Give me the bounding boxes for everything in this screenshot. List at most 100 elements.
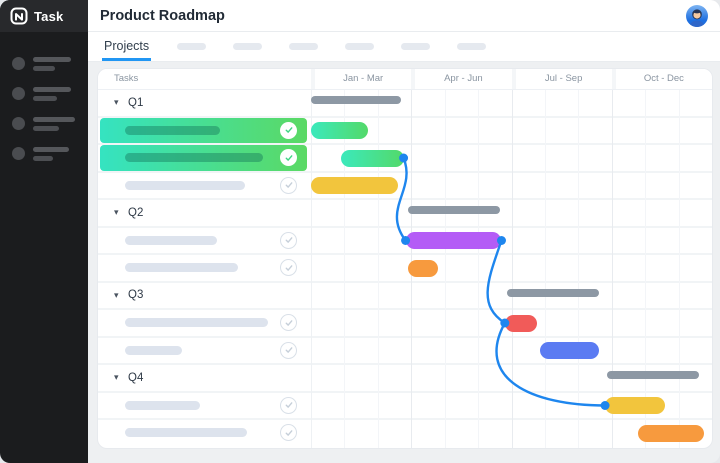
task-title-placeholder: [125, 125, 220, 135]
tab-placeholder-6[interactable]: [457, 43, 487, 50]
check-done-icon[interactable]: [280, 121, 297, 139]
sidebar-item-icon: [12, 147, 25, 160]
group-label: Q4: [128, 371, 144, 384]
check-done-icon[interactable]: [280, 149, 297, 167]
gantt-bar-blue[interactable]: [539, 342, 600, 359]
task-row-2[interactable]: [100, 145, 307, 171]
gantt-bar-red[interactable]: [504, 314, 537, 332]
sidebar-item-2[interactable]: [0, 78, 88, 108]
row-divider: [98, 115, 712, 118]
check-todo-icon[interactable]: [280, 259, 297, 277]
collapse-caret-icon[interactable]: ▾: [114, 207, 119, 218]
tab-placeholder-1[interactable]: [177, 43, 207, 50]
check-todo-icon[interactable]: [280, 424, 297, 442]
dependency-handle-dot[interactable]: [496, 236, 506, 245]
check-todo-icon[interactable]: [280, 341, 297, 359]
gantt-bar-yellow[interactable]: [311, 177, 398, 194]
group-row-q2[interactable]: ▾ Q2: [100, 200, 307, 226]
sidebar-item-icon: [12, 117, 25, 130]
task-title-placeholder: [125, 318, 268, 328]
app-logo[interactable]: Task: [0, 0, 88, 32]
task-row-7[interactable]: [100, 337, 307, 363]
group-row-q3[interactable]: ▾ Q3: [100, 282, 307, 308]
task-row-6[interactable]: [100, 310, 307, 336]
tab-placeholder-4[interactable]: [345, 43, 375, 50]
check-todo-icon[interactable]: [280, 231, 297, 249]
tab-projects[interactable]: Projects: [102, 32, 152, 61]
gantt-bar-orange[interactable]: [638, 424, 704, 442]
task-row-1[interactable]: [100, 117, 307, 143]
month-gridline: [678, 90, 680, 448]
group-row-q4[interactable]: ▾ Q4: [100, 365, 307, 391]
quarter-gridline: [611, 90, 613, 448]
task-row-4[interactable]: [100, 227, 307, 253]
gantt-bar-green[interactable]: [341, 149, 404, 167]
summary-bar-q2[interactable]: [407, 206, 501, 214]
gantt-bar-yellow[interactable]: [605, 397, 666, 414]
user-avatar-icon: [689, 8, 705, 27]
check-todo-icon[interactable]: [280, 176, 297, 194]
gantt-bar-green[interactable]: [311, 122, 368, 139]
tasks-column-header: Tasks: [114, 73, 139, 84]
month-gridline: [578, 90, 580, 448]
tab-placeholder-5[interactable]: [401, 43, 431, 50]
sidebar-item-4[interactable]: [0, 138, 88, 168]
dependency-handle-dot[interactable]: [500, 318, 510, 328]
collapse-caret-icon[interactable]: ▾: [114, 97, 119, 108]
sidebar-item-label-placeholder: [33, 56, 71, 71]
task-row-9[interactable]: [100, 420, 307, 446]
task-title-placeholder: [125, 428, 247, 438]
dependency-handle-dot[interactable]: [600, 401, 610, 410]
check-todo-icon[interactable]: [280, 396, 297, 414]
row-divider: [98, 363, 712, 365]
task-title-placeholder: [125, 153, 263, 163]
tab-placeholders: [177, 43, 487, 50]
task-row-8[interactable]: [100, 392, 307, 418]
sidebar-item-1[interactable]: [0, 48, 88, 78]
gantt-bar-purple[interactable]: [405, 232, 502, 249]
sidebar-item-3[interactable]: [0, 108, 88, 138]
summary-bar-q3[interactable]: [506, 288, 600, 297]
task-row-5[interactable]: [100, 255, 307, 281]
page-header: Product Roadmap: [88, 0, 720, 32]
collapse-caret-icon[interactable]: ▾: [114, 289, 119, 300]
sidebar-item-label-placeholder: [33, 146, 69, 161]
tab-bar: Projects: [88, 32, 720, 62]
main-area: Product Roadmap Projects Tasks Jan - Mar…: [88, 0, 720, 463]
quarter-gridline: [511, 90, 513, 448]
content-area: Tasks Jan - Mar Apr - Jun Jul - Sep Oct - D…: [88, 62, 720, 463]
row-divider: [98, 418, 712, 420]
user-avatar[interactable]: [686, 4, 708, 27]
month-gridline: [444, 90, 446, 448]
month-gridline: [478, 90, 480, 448]
tab-placeholder-2[interactable]: [233, 43, 263, 50]
gantt-bar-orange[interactable]: [407, 259, 438, 277]
group-row-q1[interactable]: ▾ Q1: [100, 90, 307, 116]
task-title-placeholder: [125, 180, 245, 190]
sidebar: Task: [0, 0, 88, 463]
task-row-3[interactable]: [100, 172, 307, 198]
summary-bar-q1[interactable]: [311, 96, 402, 104]
summary-bar-q4[interactable]: [607, 371, 699, 379]
month-gridline: [344, 90, 346, 448]
task-title-placeholder: [125, 345, 182, 355]
task-title-placeholder: [125, 235, 217, 245]
check-todo-icon[interactable]: [280, 314, 297, 332]
group-label: Q1: [128, 96, 144, 109]
page-title: Product Roadmap: [100, 7, 225, 24]
app-logo-text: Task: [34, 8, 64, 24]
collapse-caret-icon[interactable]: ▾: [114, 372, 119, 383]
row-divider: [98, 253, 712, 255]
dependency-handle-dot[interactable]: [401, 236, 411, 245]
month-gridline: [544, 90, 546, 448]
row-divider: [98, 280, 712, 283]
tab-placeholder-3[interactable]: [289, 43, 319, 50]
dependency-handle-dot[interactable]: [399, 153, 409, 163]
group-label: Q2: [128, 206, 144, 219]
row-divider: [98, 335, 712, 338]
gantt-card: Tasks Jan - Mar Apr - Jun Jul - Sep Oct - D…: [97, 68, 713, 449]
group-label: Q3: [128, 289, 144, 302]
gantt-header-row: Tasks Jan - Mar Apr - Jun Jul - Sep Oct - D…: [98, 69, 712, 90]
sidebar-item-label-placeholder: [33, 86, 71, 101]
